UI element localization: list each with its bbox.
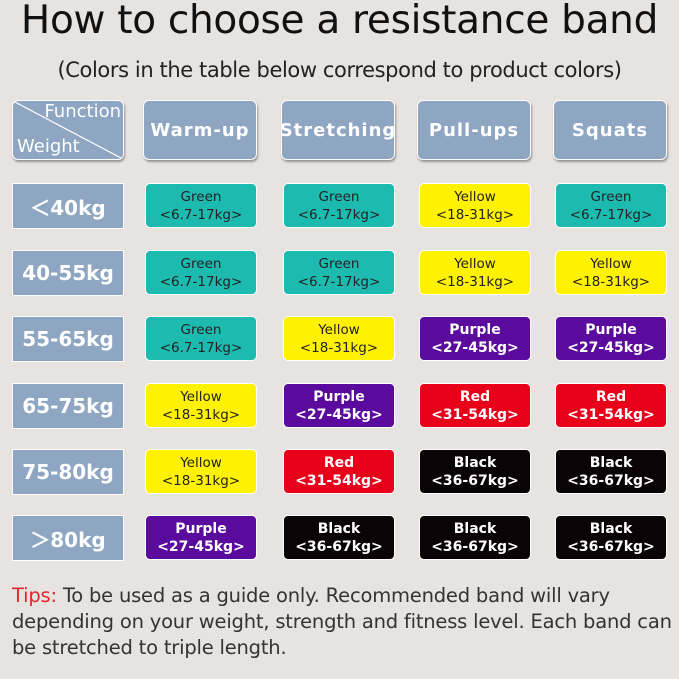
tips-text: To be used as a guide only. Recommended … bbox=[12, 584, 672, 659]
tips-label: Tips: bbox=[12, 584, 57, 607]
band-cell-yellow: Yellow <18-31kg> bbox=[145, 383, 257, 428]
band-resistance-range: <18-31kg> bbox=[435, 206, 515, 223]
column-header-squats: Squats bbox=[553, 100, 667, 160]
tips-note: Tips: To be used as a guide only. Recomm… bbox=[12, 583, 672, 661]
band-cell-green: Green <6.7-17kg> bbox=[145, 183, 257, 228]
band-cell-green: Green <6.7-17kg> bbox=[283, 183, 395, 228]
band-color-name: Purple bbox=[449, 321, 501, 338]
band-resistance-range: <18-31kg> bbox=[435, 273, 515, 290]
column-header-pull-ups: Pull-ups bbox=[417, 100, 531, 160]
band-color-name: Green bbox=[590, 188, 632, 205]
diagonal-divider bbox=[13, 101, 123, 159]
band-resistance-range: <31-54kg> bbox=[431, 406, 519, 423]
band-color-name: Black bbox=[453, 520, 497, 537]
function-label: Function bbox=[44, 101, 121, 122]
column-header-warm-up: Warm-up bbox=[143, 100, 257, 160]
band-resistance-range: <36-67kg> bbox=[431, 472, 519, 489]
band-color-name: Yellow bbox=[318, 321, 360, 338]
band-resistance-range: <27-45kg> bbox=[567, 339, 655, 356]
band-cell-black: Black <36-67kg> bbox=[419, 515, 531, 560]
column-header-stretching: Stretching bbox=[280, 100, 395, 160]
band-resistance-range: <18-31kg> bbox=[571, 273, 651, 290]
band-resistance-range: <36-67kg> bbox=[567, 472, 655, 489]
band-resistance-range: <18-31kg> bbox=[161, 406, 241, 423]
band-color-name: Yellow bbox=[180, 388, 222, 405]
band-color-name: Yellow bbox=[180, 454, 222, 471]
band-cell-green: Green <6.7-17kg> bbox=[555, 183, 667, 228]
band-color-name: Yellow bbox=[590, 255, 632, 272]
band-cell-green: Green <6.7-17kg> bbox=[145, 250, 257, 295]
band-resistance-range: <6.7-17kg> bbox=[297, 273, 381, 290]
row-label-weight: 65-75kg bbox=[12, 383, 124, 429]
band-cell-yellow: Yellow <18-31kg> bbox=[419, 183, 531, 228]
band-resistance-range: <6.7-17kg> bbox=[297, 206, 381, 223]
weight-label: Weight bbox=[17, 136, 80, 157]
page-subtitle: (Colors in the table below correspond to… bbox=[57, 58, 622, 82]
page-title: How to choose a resistance band bbox=[20, 0, 659, 43]
band-cell-yellow: Yellow <18-31kg> bbox=[283, 316, 395, 361]
band-cell-red: Red <31-54kg> bbox=[555, 383, 667, 428]
row-label-weight: 40-55kg bbox=[12, 250, 124, 296]
band-cell-purple: Purple <27-45kg> bbox=[145, 515, 257, 560]
band-cell-yellow: Yellow <18-31kg> bbox=[145, 449, 257, 494]
band-color-name: Black bbox=[589, 520, 633, 537]
row-label-weight: ＞80kg bbox=[12, 515, 124, 561]
band-resistance-range: <27-45kg> bbox=[157, 538, 245, 555]
band-resistance-range: <6.7-17kg> bbox=[159, 339, 243, 356]
row-label-weight: 55-65kg bbox=[12, 316, 124, 362]
band-color-name: Purple bbox=[585, 321, 637, 338]
band-cell-red: Red <31-54kg> bbox=[419, 383, 531, 428]
band-cell-black: Black <36-67kg> bbox=[555, 515, 667, 560]
band-color-name: Green bbox=[318, 188, 360, 205]
band-resistance-range: <6.7-17kg> bbox=[159, 273, 243, 290]
band-resistance-range: <27-45kg> bbox=[431, 339, 519, 356]
band-color-name: Red bbox=[595, 388, 627, 405]
band-cell-green: Green <6.7-17kg> bbox=[145, 316, 257, 361]
band-resistance-range: <6.7-17kg> bbox=[159, 206, 243, 223]
band-resistance-range: <36-67kg> bbox=[567, 538, 655, 555]
band-color-name: Green bbox=[318, 255, 360, 272]
table-corner-header: Function Weight bbox=[12, 100, 124, 160]
band-cell-black: Black <36-67kg> bbox=[555, 449, 667, 494]
band-cell-black: Black <36-67kg> bbox=[283, 515, 395, 560]
band-color-name: Yellow bbox=[454, 255, 496, 272]
band-cell-red: Red <31-54kg> bbox=[283, 449, 395, 494]
band-resistance-range: <36-67kg> bbox=[431, 538, 519, 555]
band-resistance-range: <31-54kg> bbox=[295, 472, 383, 489]
band-cell-purple: Purple <27-45kg> bbox=[419, 316, 531, 361]
band-color-name: Red bbox=[323, 454, 355, 471]
band-color-name: Black bbox=[589, 454, 633, 471]
band-color-name: Red bbox=[459, 388, 491, 405]
band-resistance-range: <27-45kg> bbox=[295, 406, 383, 423]
band-resistance-range: <6.7-17kg> bbox=[569, 206, 653, 223]
band-cell-yellow: Yellow <18-31kg> bbox=[419, 250, 531, 295]
band-resistance-range: <18-31kg> bbox=[161, 472, 241, 489]
band-cell-yellow: Yellow <18-31kg> bbox=[555, 250, 667, 295]
band-color-name: Purple bbox=[313, 388, 365, 405]
band-resistance-range: <18-31kg> bbox=[299, 339, 379, 356]
band-color-name: Green bbox=[180, 188, 222, 205]
band-cell-black: Black <36-67kg> bbox=[419, 449, 531, 494]
band-cell-purple: Purple <27-45kg> bbox=[283, 383, 395, 428]
band-color-name: Black bbox=[317, 520, 361, 537]
band-resistance-range: <31-54kg> bbox=[567, 406, 655, 423]
band-cell-green: Green <6.7-17kg> bbox=[283, 250, 395, 295]
band-resistance-range: <36-67kg> bbox=[295, 538, 383, 555]
band-cell-purple: Purple <27-45kg> bbox=[555, 316, 667, 361]
band-color-name: Green bbox=[180, 255, 222, 272]
band-color-name: Purple bbox=[175, 520, 227, 537]
row-label-weight: ＜40kg bbox=[12, 183, 124, 229]
band-color-name: Green bbox=[180, 321, 222, 338]
band-color-name: Black bbox=[453, 454, 497, 471]
row-label-weight: 75-80kg bbox=[12, 449, 124, 495]
band-color-name: Yellow bbox=[454, 188, 496, 205]
